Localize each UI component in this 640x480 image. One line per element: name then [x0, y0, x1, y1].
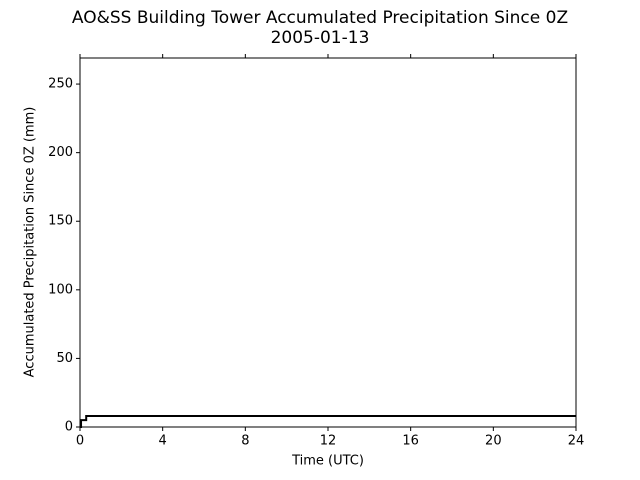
y-tick-label: 250	[48, 77, 73, 92]
x-tick-label: 24	[568, 434, 585, 449]
x-tick-label: 12	[320, 434, 337, 449]
chart-subtitle: 2005-01-13	[271, 28, 370, 48]
data-line	[80, 415, 576, 428]
plot-frame	[79, 57, 577, 428]
y-axis-label: Accumulated Precipitation Since 0Z (mm)	[23, 107, 38, 378]
y-tick-label: 0	[65, 420, 73, 435]
y-tick-label: 50	[56, 351, 73, 366]
chart-title: AO&SS Building Tower Accumulated Precipi…	[72, 8, 568, 28]
x-tick-label: 4	[159, 434, 167, 449]
x-tick-label: 8	[241, 434, 249, 449]
x-axis-label: Time (UTC)	[291, 454, 364, 469]
x-tick-label: 0	[76, 434, 84, 449]
x-tick-label: 16	[402, 434, 419, 449]
y-tick-label: 200	[48, 145, 73, 160]
y-tick-label: 100	[48, 282, 73, 297]
x-tick-label: 20	[485, 434, 502, 449]
y-tick-label: 150	[48, 214, 73, 229]
